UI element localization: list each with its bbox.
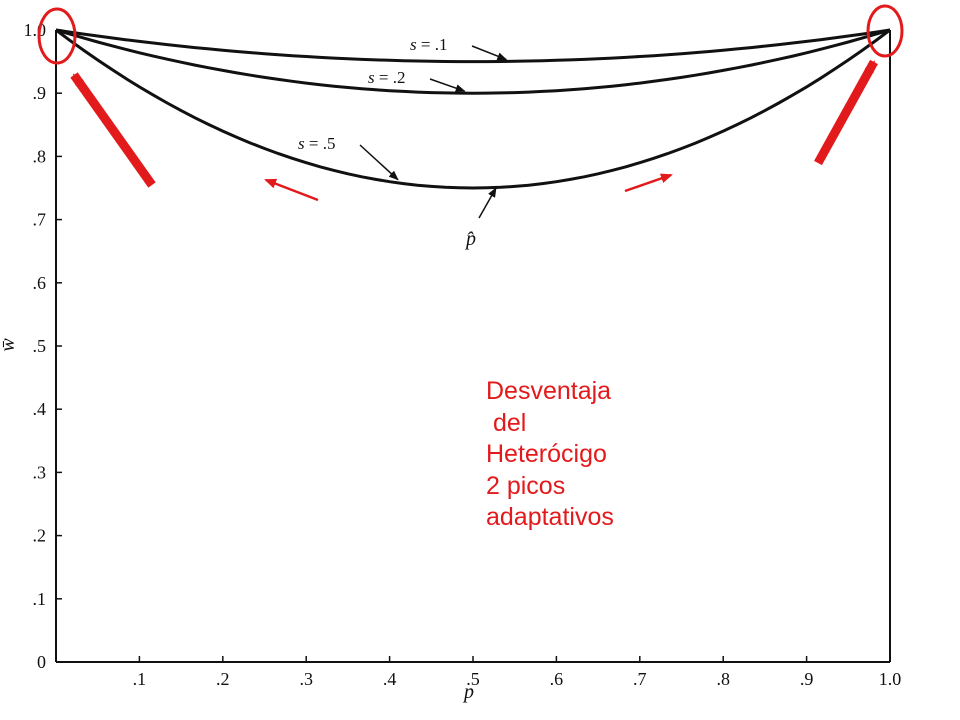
right-peak-arrow [814,59,878,166]
series-labels: s = .1 s = .2 s = .5 [298,35,508,181]
y-tick-label: .7 [33,210,47,230]
right-peak-circle [866,4,904,58]
x-tick-label: .3 [299,669,313,689]
series-line-02 [55,28,891,95]
equilibrium-label: p̂ [464,228,476,250]
x-tick-label: .8 [716,669,730,689]
x-tick-label: .7 [633,669,647,689]
y-tick-label: 0 [37,652,46,672]
y-ticks: 0.1.2.3.4.5.6.7.8.91.0 [24,20,62,672]
y-tick-label: .9 [33,83,47,103]
x-axis-title: p [462,681,474,703]
series-label: s = .5 [298,134,335,153]
x-tick-label: 1.0 [879,669,902,689]
y-axis-title: w̄ [0,338,19,352]
y-tick-label: .2 [33,526,47,546]
series-label-arrow [471,45,508,61]
x-tick-label: .4 [383,669,397,689]
x-ticks: .1 .2 .3 .4 .5 .6 .7 .8 .9 1.0 [55,656,902,689]
y-tick-label: .8 [33,146,47,166]
annotation-overlay [37,4,904,202]
equilibrium-arrow [478,187,497,219]
series-label-arrow [359,144,399,181]
series-lines [55,28,891,190]
equilibrium-marker: p̂ [464,187,497,250]
x-tick-label: .2 [216,669,230,689]
series-label-arrow [429,78,466,92]
y-tick-label: .6 [33,273,47,293]
series-line-01 [55,28,891,64]
series-label: s = .1 [410,35,447,54]
y-tick-label: .3 [33,462,47,482]
x-tick-label: .5 [466,669,480,689]
left-selection-arrow [264,178,319,202]
right-selection-arrow [624,173,673,193]
left-peak-circle [37,7,77,65]
series-line-05 [55,28,891,190]
y-tick-label: .4 [33,399,47,419]
x-tick-label: .6 [550,669,564,689]
annotation-text: Desventaja del Heterócigo 2 picos adapta… [486,377,614,531]
x-tick-label: .9 [800,669,814,689]
y-tick-label: .5 [33,336,47,356]
series-label: s = .2 [368,68,405,87]
x-tick-label: .1 [133,669,147,689]
y-tick-label: .1 [33,589,47,609]
axes [55,30,891,663]
left-peak-arrow [70,72,156,188]
